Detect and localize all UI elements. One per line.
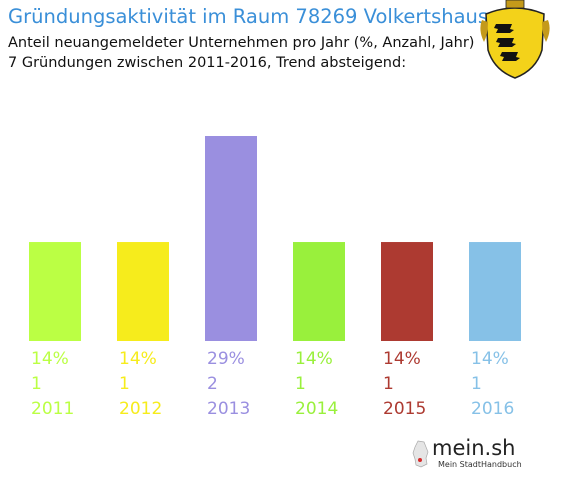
- count-label-2014: 1: [295, 374, 306, 394]
- percent-label-2015: 14%: [383, 349, 421, 369]
- bar-2014: [293, 242, 345, 341]
- count-label-2012: 1: [119, 374, 130, 394]
- bar-2015: [381, 242, 433, 341]
- year-label-2011: 2011: [31, 399, 74, 419]
- count-label-2015: 1: [383, 374, 394, 394]
- year-label-2014: 2014: [295, 399, 338, 419]
- germany-map-icon: [412, 440, 429, 468]
- bar-2013: [205, 136, 257, 341]
- year-label-2016: 2016: [471, 399, 514, 419]
- bar-2016: [469, 242, 521, 341]
- count-label-2013: 2: [207, 374, 218, 394]
- percent-label-2012: 14%: [119, 349, 157, 369]
- percent-label-2016: 14%: [471, 349, 509, 369]
- chart-subtitle: Anteil neuangemeldeter Unternehmen pro J…: [8, 35, 475, 51]
- count-label-2016: 1: [471, 374, 482, 394]
- mein-sh-logo: mein.sh Mein StadtHandbuch: [412, 432, 532, 476]
- logo-tagline: Mein StadtHandbuch: [438, 460, 522, 469]
- percent-label-2011: 14%: [31, 349, 69, 369]
- year-label-2013: 2013: [207, 399, 250, 419]
- percent-label-2014: 14%: [295, 349, 333, 369]
- coat-of-arms-icon: [480, 0, 550, 79]
- bar-2012: [117, 242, 169, 341]
- year-label-2015: 2015: [383, 399, 426, 419]
- chart-title: Gründungsaktivität im Raum 78269 Volkert…: [8, 5, 513, 28]
- year-label-2012: 2012: [119, 399, 162, 419]
- chart-summary: 7 Gründungen zwischen 2011-2016, Trend a…: [8, 55, 407, 71]
- bar-2011: [29, 242, 81, 341]
- logo-text: mein.sh: [432, 436, 516, 460]
- count-label-2011: 1: [31, 374, 42, 394]
- percent-label-2013: 29%: [207, 349, 245, 369]
